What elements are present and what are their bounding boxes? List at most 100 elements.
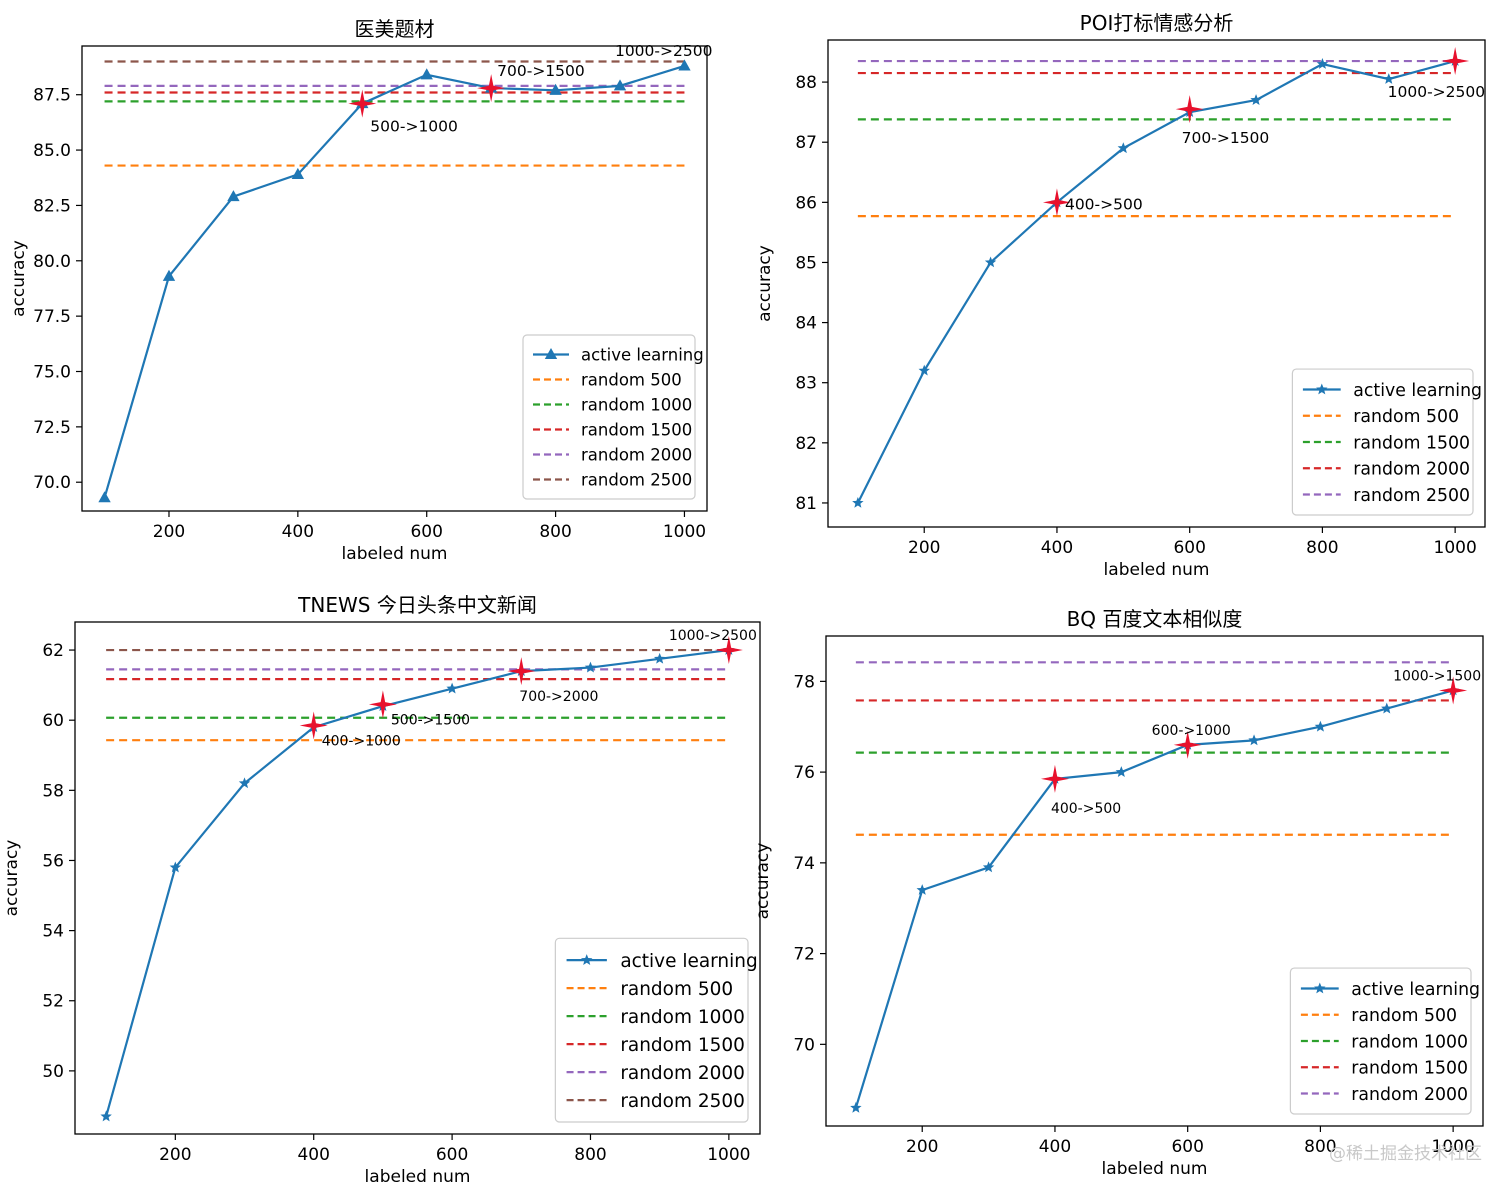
legend-label: random 500: [581, 371, 682, 390]
data-point: [852, 496, 864, 508]
annotation-label: 700->1500: [497, 62, 585, 80]
x-axis-label: labeled num: [1102, 1159, 1208, 1179]
legend-label: random 2500: [1353, 486, 1470, 506]
legend-label: random 500: [1353, 407, 1459, 427]
legend-box: [522, 334, 696, 500]
data-point: [162, 269, 176, 281]
x-tick-label: 200: [908, 538, 940, 558]
data-point: [1381, 702, 1393, 714]
chart-title: 医美题材: [355, 17, 435, 41]
chart-title: BQ 百度文本相似度: [1067, 607, 1243, 631]
annotation-label: 400->1000: [322, 733, 401, 749]
data-point: [984, 256, 997, 268]
legend: active learning random 500 random 1000 rand…: [522, 334, 704, 500]
y-tick-label: 87.5: [33, 86, 71, 106]
legend-label: random 2500: [581, 471, 692, 490]
data-point: [1250, 94, 1262, 105]
highlight-star: [1040, 764, 1069, 793]
y-tick-label: 78: [793, 672, 815, 692]
legend-box: [554, 937, 749, 1123]
legend-label: random 1000: [620, 1007, 745, 1028]
annotation-label: 1000->2500: [1388, 83, 1485, 101]
x-tick-label: 1000: [663, 522, 706, 542]
highlight-star: [1439, 676, 1468, 705]
y-tick-label: 77.5: [33, 307, 71, 327]
legend-label: random 1500: [1353, 433, 1470, 453]
annotation-label: 1000->1500: [1393, 668, 1481, 684]
legend-box: [1289, 967, 1472, 1115]
data-point: [446, 682, 458, 694]
y-tick-label: 86: [795, 193, 817, 213]
data-point: [918, 364, 930, 376]
highlight-star: [714, 636, 743, 665]
highlight-star: [348, 89, 377, 118]
chart-title: TNEWS 今日头条中文新闻: [297, 593, 537, 617]
axes-frame: [81, 45, 708, 512]
data-point: [1117, 142, 1130, 154]
y-axis-label: accuracy: [2, 840, 22, 917]
annotation-label: 1000->2500: [669, 628, 757, 644]
x-tick-label: 1000: [1432, 1137, 1475, 1157]
legend-label: random 2000: [581, 446, 692, 465]
series-line: [103, 64, 685, 499]
y-tick-label: 74: [793, 854, 815, 874]
y-tick-label: 72: [793, 945, 815, 965]
highlight-star: [1042, 188, 1071, 217]
axes-frame: [74, 621, 761, 1135]
data-point: [1314, 720, 1327, 732]
data-point: [916, 884, 928, 895]
legend-label: random 1000: [1351, 1032, 1468, 1052]
x-tick-label: 1000: [1434, 538, 1477, 558]
highlight-star: [1441, 47, 1470, 76]
legend-label: random 2000: [1353, 460, 1470, 480]
series-line: [856, 59, 1456, 504]
legend: active learning random 500 random 1000 rand…: [1289, 967, 1480, 1115]
legend-label: random 2000: [620, 1063, 745, 1084]
legend-label: random 500: [620, 979, 733, 1000]
y-tick-label: 54: [42, 922, 64, 942]
y-tick-label: 85.0: [33, 141, 71, 161]
x-tick-label: 1000: [707, 1145, 750, 1165]
annotation-label: 400->500: [1051, 801, 1121, 817]
legend-label: random 1000: [581, 396, 692, 415]
x-tick-label: 400: [297, 1145, 329, 1165]
chart-panel-3: TNEWS 今日头条中文新闻 400->1000 500->1500 700->200…: [2, 593, 761, 1187]
x-tick-label: 800: [539, 522, 571, 542]
series-line: [105, 648, 729, 1117]
x-tick-label: 400: [1039, 1137, 1071, 1157]
y-tick-label: 70.0: [33, 473, 71, 493]
y-tick-label: 87: [795, 133, 817, 153]
legend-label: active learning: [581, 346, 704, 365]
data-point: [549, 83, 562, 95]
y-tick-label: 84: [795, 314, 817, 334]
y-tick-label: 56: [42, 851, 64, 871]
y-tick-label: 88: [795, 73, 817, 93]
legend-marker: [544, 348, 558, 360]
y-tick-label: 82: [795, 434, 817, 454]
data-point: [982, 861, 995, 873]
x-tick-label: 600: [410, 522, 442, 542]
legend-box: [1291, 368, 1474, 516]
y-axis-label: accuracy: [9, 240, 29, 317]
y-tick-label: 81: [795, 494, 817, 514]
x-axis-label: labeled num: [1104, 560, 1210, 580]
y-axis-label: accuracy: [753, 843, 773, 920]
y-tick-label: 50: [42, 1062, 64, 1082]
x-tick-label: 800: [1306, 538, 1338, 558]
legend-label: random 1500: [620, 1035, 745, 1056]
data-point: [291, 167, 305, 179]
watermark: @稀土掘金技术社区: [1329, 1144, 1482, 1164]
axes-frame: [827, 39, 1486, 528]
x-tick-label: 600: [436, 1145, 468, 1165]
highlight-star: [477, 74, 506, 103]
annotation-label: 600->1000: [1152, 723, 1231, 739]
x-axis-label: labeled num: [342, 544, 448, 564]
annotation-label: 1000->2500: [615, 42, 712, 60]
data-point: [1316, 58, 1329, 69]
x-tick-label: 200: [153, 522, 185, 542]
x-tick-label: 600: [1173, 538, 1205, 558]
y-tick-label: 70: [793, 1035, 815, 1055]
legend-marker: [1314, 982, 1326, 994]
data-point: [227, 190, 240, 202]
